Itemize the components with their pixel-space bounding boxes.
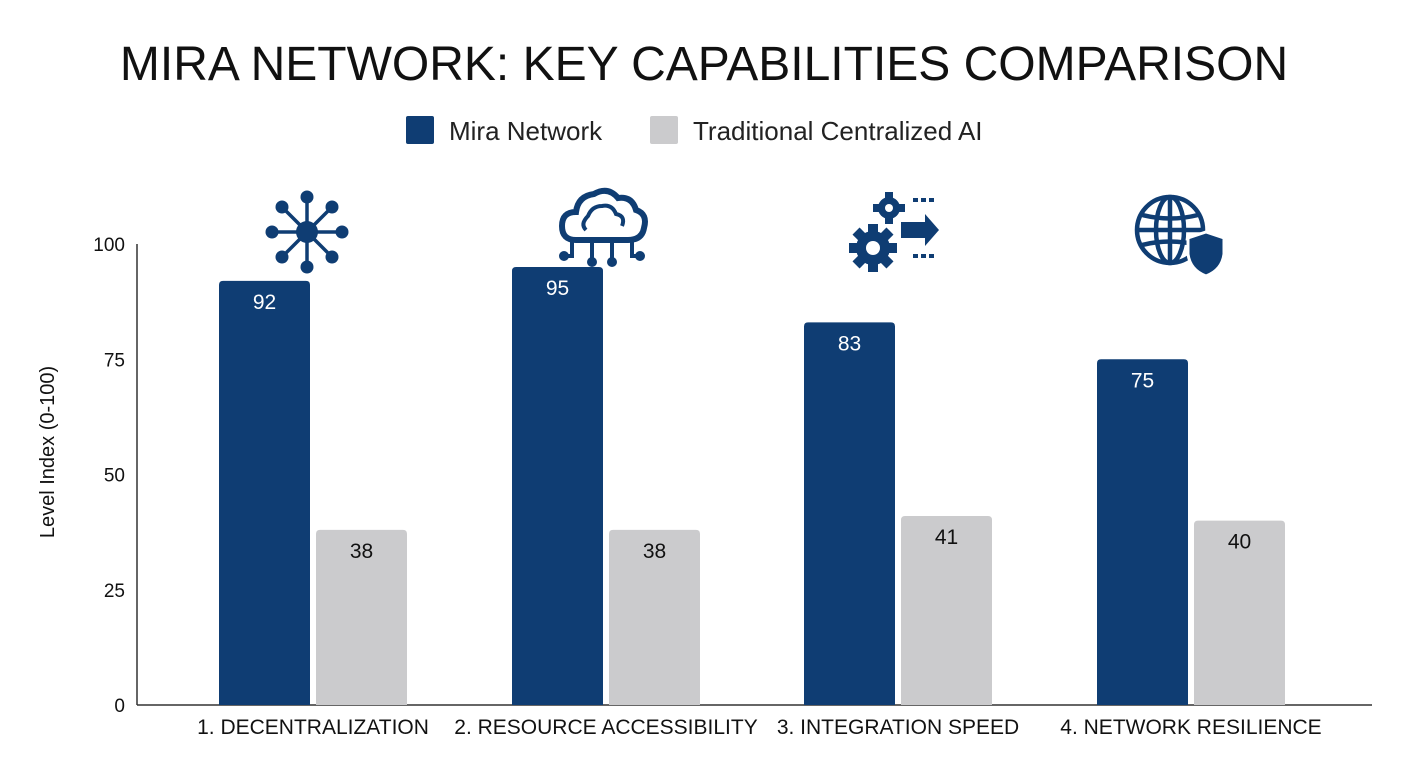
network-hub-icon: [265, 190, 349, 274]
value-label-traditional-centralized-ai-3-integration-speed: 41: [935, 526, 958, 549]
legend: Mira Network Traditional Centralized AI: [406, 116, 983, 146]
bar-mira-network-4-network-resilience: [1097, 359, 1188, 705]
category-label-2-resource-accessibility: 2. RESOURCE ACCESSIBILITY: [454, 716, 757, 739]
value-label-traditional-centralized-ai-4-network-resilience: 40: [1228, 531, 1251, 554]
chart-title: MIRA NETWORK: KEY CAPABILITIES COMPARISO…: [120, 38, 1288, 91]
category-label-3-integration-speed: 3. INTEGRATION SPEED: [777, 716, 1019, 739]
y-tick-label-0: 0: [114, 696, 125, 717]
legend-swatch-mira-network: [406, 116, 434, 144]
bar-traditional-centralized-ai-3-integration-speed: [901, 515, 992, 705]
category-label-4-network-resilience: 4. NETWORK RESILIENCE: [1060, 716, 1321, 739]
bar-mira-network-3-integration-speed: [804, 322, 895, 705]
bar-mira-network-1-decentralization: [219, 280, 310, 705]
category-labels: 1. DECENTRALIZATION 2. RESOURCE ACCESSIBI…: [197, 716, 1322, 739]
value-label-mira-network-4-network-resilience: 75: [1131, 369, 1154, 392]
y-tick-label-50: 50: [104, 466, 125, 487]
category-label-1-decentralization: 1. DECENTRALIZATION: [197, 716, 429, 739]
bar-mira-network-2-resource-accessibility: [512, 267, 603, 705]
bar-traditional-centralized-ai-1-decentralization: [316, 529, 407, 705]
y-tick-labels: 0 25 50 75 100: [93, 235, 125, 717]
legend-swatch-traditional-centralized-ai: [650, 116, 678, 144]
globe-shield-icon: [1134, 194, 1226, 278]
value-label-traditional-centralized-ai-2-resource-accessibility: 38: [643, 540, 666, 563]
y-axis-title: Level Index (0-100): [37, 366, 59, 538]
bar-traditional-centralized-ai-4-network-resilience: [1194, 520, 1285, 705]
legend-label-mira-network: Mira Network: [449, 116, 603, 146]
legend-label-traditional-centralized-ai: Traditional Centralized AI: [693, 116, 983, 146]
value-labels: 92 38 95 38 83 41 75 40: [253, 277, 1251, 563]
y-tick-label-100: 100: [93, 235, 125, 256]
value-label-mira-network-3-integration-speed: 83: [838, 332, 861, 355]
gears-arrow-icon: [849, 192, 939, 272]
value-label-mira-network-2-resource-accessibility: 95: [546, 277, 569, 300]
value-label-mira-network-1-decentralization: 92: [253, 291, 276, 314]
bars: [219, 267, 1285, 705]
value-label-traditional-centralized-ai-1-decentralization: 38: [350, 540, 373, 563]
cloud-circuit-icon: [558, 187, 648, 267]
y-tick-label-25: 25: [104, 581, 125, 602]
y-tick-label-75: 75: [104, 350, 125, 371]
bar-traditional-centralized-ai-2-resource-accessibility: [609, 529, 700, 705]
